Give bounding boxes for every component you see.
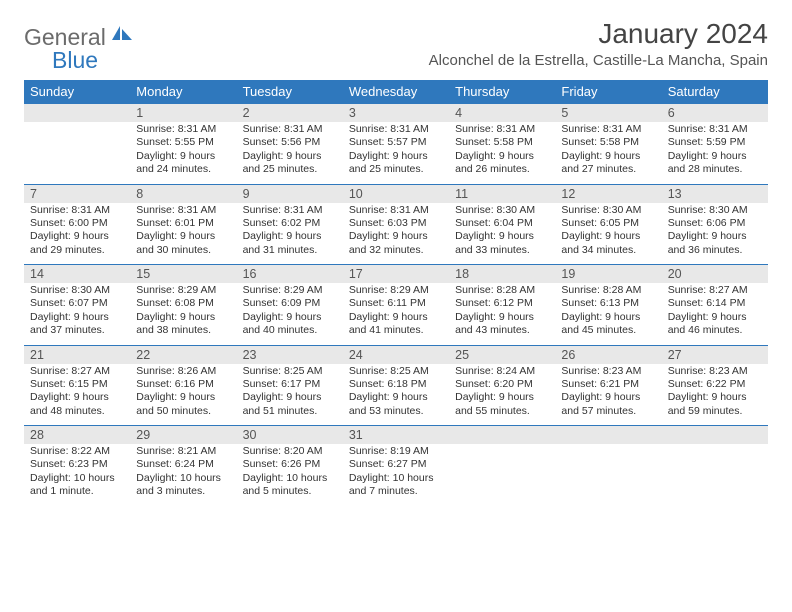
dow-wednesday: Wednesday xyxy=(343,80,449,104)
day-detail: Sunrise: 8:23 AMSunset: 6:21 PMDaylight:… xyxy=(555,364,661,426)
day-number: 20 xyxy=(662,265,768,284)
day-number: 19 xyxy=(555,265,661,284)
week-1-numbers: 7 8 9 10 11 12 13 xyxy=(24,184,768,203)
week-2-details: Sunrise: 8:30 AMSunset: 6:07 PMDaylight:… xyxy=(24,283,768,345)
day-number: 30 xyxy=(237,426,343,445)
day-number xyxy=(449,426,555,445)
day-number: 16 xyxy=(237,265,343,284)
day-detail: Sunrise: 8:31 AMSunset: 5:58 PMDaylight:… xyxy=(555,122,661,184)
day-number: 9 xyxy=(237,184,343,203)
day-detail: Sunrise: 8:30 AMSunset: 6:06 PMDaylight:… xyxy=(662,203,768,265)
brand-logo: General Blue xyxy=(24,24,134,74)
dow-monday: Monday xyxy=(130,80,236,104)
week-2-numbers: 14 15 16 17 18 19 20 xyxy=(24,265,768,284)
day-detail: Sunrise: 8:31 AMSunset: 5:58 PMDaylight:… xyxy=(449,122,555,184)
day-detail: Sunrise: 8:26 AMSunset: 6:16 PMDaylight:… xyxy=(130,364,236,426)
day-detail: Sunrise: 8:20 AMSunset: 6:26 PMDaylight:… xyxy=(237,444,343,506)
day-detail: Sunrise: 8:24 AMSunset: 6:20 PMDaylight:… xyxy=(449,364,555,426)
day-number: 24 xyxy=(343,345,449,364)
logo-sail-icon xyxy=(110,24,134,42)
week-3-details: Sunrise: 8:27 AMSunset: 6:15 PMDaylight:… xyxy=(24,364,768,426)
day-detail: Sunrise: 8:29 AMSunset: 6:08 PMDaylight:… xyxy=(130,283,236,345)
day-number: 14 xyxy=(24,265,130,284)
day-detail: Sunrise: 8:23 AMSunset: 6:22 PMDaylight:… xyxy=(662,364,768,426)
day-number: 22 xyxy=(130,345,236,364)
day-number: 18 xyxy=(449,265,555,284)
day-number: 5 xyxy=(555,104,661,123)
day-number: 7 xyxy=(24,184,130,203)
calendar-table: Sunday Monday Tuesday Wednesday Thursday… xyxy=(24,80,768,506)
day-detail: Sunrise: 8:31 AMSunset: 5:57 PMDaylight:… xyxy=(343,122,449,184)
week-4-numbers: 28 29 30 31 xyxy=(24,426,768,445)
day-detail xyxy=(662,444,768,506)
day-detail: Sunrise: 8:25 AMSunset: 6:18 PMDaylight:… xyxy=(343,364,449,426)
dow-saturday: Saturday xyxy=(662,80,768,104)
day-detail: Sunrise: 8:29 AMSunset: 6:09 PMDaylight:… xyxy=(237,283,343,345)
day-number: 17 xyxy=(343,265,449,284)
page-header: General Blue January 2024 Alconchel de l… xyxy=(24,18,768,74)
day-number: 4 xyxy=(449,104,555,123)
day-number: 31 xyxy=(343,426,449,445)
day-detail: Sunrise: 8:31 AMSunset: 5:55 PMDaylight:… xyxy=(130,122,236,184)
day-detail: Sunrise: 8:29 AMSunset: 6:11 PMDaylight:… xyxy=(343,283,449,345)
month-title: January 2024 xyxy=(429,18,768,50)
day-detail: Sunrise: 8:21 AMSunset: 6:24 PMDaylight:… xyxy=(130,444,236,506)
day-number xyxy=(24,104,130,123)
week-1-details: Sunrise: 8:31 AMSunset: 6:00 PMDaylight:… xyxy=(24,203,768,265)
day-number: 21 xyxy=(24,345,130,364)
day-number: 13 xyxy=(662,184,768,203)
day-detail: Sunrise: 8:28 AMSunset: 6:13 PMDaylight:… xyxy=(555,283,661,345)
day-number: 1 xyxy=(130,104,236,123)
dow-sunday: Sunday xyxy=(24,80,130,104)
day-detail: Sunrise: 8:30 AMSunset: 6:05 PMDaylight:… xyxy=(555,203,661,265)
day-detail: Sunrise: 8:27 AMSunset: 6:14 PMDaylight:… xyxy=(662,283,768,345)
day-number: 29 xyxy=(130,426,236,445)
day-number: 26 xyxy=(555,345,661,364)
day-detail: Sunrise: 8:31 AMSunset: 6:02 PMDaylight:… xyxy=(237,203,343,265)
day-detail xyxy=(449,444,555,506)
day-detail xyxy=(24,122,130,184)
day-number xyxy=(662,426,768,445)
day-detail: Sunrise: 8:30 AMSunset: 6:04 PMDaylight:… xyxy=(449,203,555,265)
day-number: 8 xyxy=(130,184,236,203)
day-number: 25 xyxy=(449,345,555,364)
day-detail: Sunrise: 8:31 AMSunset: 6:01 PMDaylight:… xyxy=(130,203,236,265)
week-3-numbers: 21 22 23 24 25 26 27 xyxy=(24,345,768,364)
day-number: 11 xyxy=(449,184,555,203)
day-detail xyxy=(555,444,661,506)
dow-tuesday: Tuesday xyxy=(237,80,343,104)
day-number: 6 xyxy=(662,104,768,123)
day-number: 23 xyxy=(237,345,343,364)
title-block: January 2024 Alconchel de la Estrella, C… xyxy=(429,18,768,69)
week-4-details: Sunrise: 8:22 AMSunset: 6:23 PMDaylight:… xyxy=(24,444,768,506)
day-number: 27 xyxy=(662,345,768,364)
day-detail: Sunrise: 8:31 AMSunset: 5:56 PMDaylight:… xyxy=(237,122,343,184)
day-detail: Sunrise: 8:30 AMSunset: 6:07 PMDaylight:… xyxy=(24,283,130,345)
location-subtitle: Alconchel de la Estrella, Castille-La Ma… xyxy=(429,52,768,69)
dow-thursday: Thursday xyxy=(449,80,555,104)
day-detail: Sunrise: 8:31 AMSunset: 6:00 PMDaylight:… xyxy=(24,203,130,265)
week-0-details: Sunrise: 8:31 AMSunset: 5:55 PMDaylight:… xyxy=(24,122,768,184)
day-detail: Sunrise: 8:31 AMSunset: 6:03 PMDaylight:… xyxy=(343,203,449,265)
day-detail: Sunrise: 8:22 AMSunset: 6:23 PMDaylight:… xyxy=(24,444,130,506)
logo-text-blue: Blue xyxy=(52,47,134,74)
day-detail: Sunrise: 8:28 AMSunset: 6:12 PMDaylight:… xyxy=(449,283,555,345)
day-number xyxy=(555,426,661,445)
dow-friday: Friday xyxy=(555,80,661,104)
day-number: 12 xyxy=(555,184,661,203)
day-of-week-header: Sunday Monday Tuesday Wednesday Thursday… xyxy=(24,80,768,104)
day-detail: Sunrise: 8:27 AMSunset: 6:15 PMDaylight:… xyxy=(24,364,130,426)
day-number: 15 xyxy=(130,265,236,284)
day-detail: Sunrise: 8:25 AMSunset: 6:17 PMDaylight:… xyxy=(237,364,343,426)
day-number: 2 xyxy=(237,104,343,123)
day-detail: Sunrise: 8:31 AMSunset: 5:59 PMDaylight:… xyxy=(662,122,768,184)
day-number: 3 xyxy=(343,104,449,123)
day-number: 28 xyxy=(24,426,130,445)
day-detail: Sunrise: 8:19 AMSunset: 6:27 PMDaylight:… xyxy=(343,444,449,506)
week-0-numbers: 1 2 3 4 5 6 xyxy=(24,104,768,123)
day-number: 10 xyxy=(343,184,449,203)
